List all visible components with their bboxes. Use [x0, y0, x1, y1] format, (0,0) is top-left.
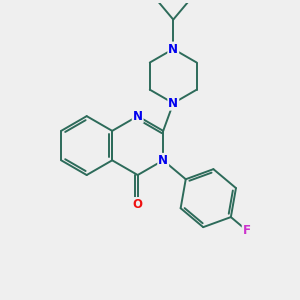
Text: O: O	[133, 198, 143, 211]
Text: N: N	[158, 154, 168, 167]
Text: N: N	[168, 43, 178, 56]
Text: N: N	[133, 110, 143, 123]
Text: F: F	[243, 224, 250, 237]
Text: N: N	[168, 97, 178, 110]
